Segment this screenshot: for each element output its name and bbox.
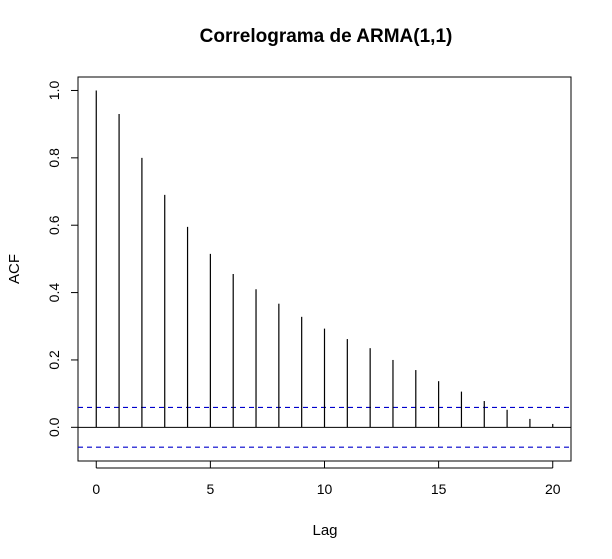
x-tick-label: 0 bbox=[92, 481, 100, 497]
y-tick-label: 0.0 bbox=[46, 417, 62, 437]
x-axis-label: Lag bbox=[312, 522, 337, 539]
x-tick-label: 5 bbox=[206, 481, 214, 497]
y-tick-label: 0.8 bbox=[46, 148, 62, 168]
y-axis: 0.0 0.2 0.4 0.6 0.8 1.0 bbox=[46, 81, 78, 437]
x-axis: 0 5 10 15 20 bbox=[92, 461, 561, 497]
y-tick-label: 0.4 bbox=[46, 283, 62, 303]
y-tick-label: 1.0 bbox=[46, 81, 62, 101]
x-tick-label: 15 bbox=[431, 481, 447, 497]
x-tick-label: 10 bbox=[317, 481, 333, 497]
y-tick-label: 0.6 bbox=[46, 215, 62, 235]
x-tick-label: 20 bbox=[545, 481, 561, 497]
chart-title: Correlograma de ARMA(1,1) bbox=[200, 26, 453, 47]
y-axis-label: ACF bbox=[6, 254, 23, 284]
y-tick-label: 0.2 bbox=[46, 350, 62, 370]
acf-bars bbox=[95, 90, 554, 428]
